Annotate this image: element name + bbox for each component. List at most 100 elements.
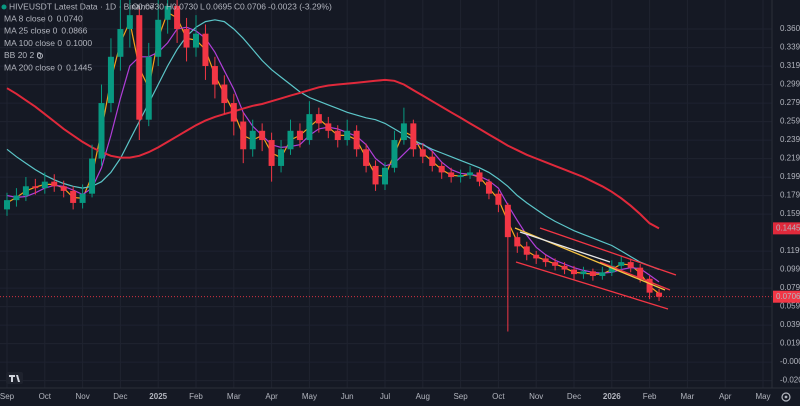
trendline bbox=[599, 261, 671, 291]
candle-body bbox=[145, 56, 152, 120]
x-tick-label: Jul bbox=[380, 392, 390, 401]
candle-body bbox=[60, 186, 67, 191]
y-tick-label: 0.0399 bbox=[780, 320, 800, 329]
candle-body bbox=[98, 103, 105, 159]
candle-body bbox=[438, 165, 445, 173]
x-tick-label: Sep bbox=[0, 392, 15, 401]
candle-body bbox=[315, 114, 322, 124]
y-tick-label: 0.3199 bbox=[780, 61, 800, 70]
tradingview-logo bbox=[6, 372, 23, 384]
y-tick-label: 0.1799 bbox=[780, 191, 800, 200]
candle-body bbox=[51, 181, 58, 187]
candles bbox=[4, 0, 663, 332]
candle-body bbox=[325, 123, 332, 131]
x-tick-label: Jun bbox=[341, 392, 354, 401]
settings-button[interactable] bbox=[781, 392, 791, 402]
y-tick-label: 0.2799 bbox=[780, 98, 800, 107]
candle-body bbox=[580, 271, 587, 275]
price-tag: 0.0706 bbox=[776, 292, 800, 301]
y-tick-label: 0.0199 bbox=[780, 339, 800, 348]
candle-body bbox=[523, 246, 530, 255]
change: -0.0023 (-3.29%) bbox=[268, 1, 332, 11]
candle-body bbox=[107, 56, 114, 104]
x-tick-label: 2025 bbox=[149, 392, 167, 401]
candle-body bbox=[504, 204, 511, 238]
header: HIVEUSDT Latest Data · 1D · Binance O 0.0… bbox=[1, 1, 332, 11]
x-tick-label: May bbox=[755, 392, 770, 401]
moving-averages bbox=[6, 11, 660, 295]
trendline bbox=[519, 231, 611, 263]
candle-body bbox=[457, 175, 464, 178]
candle-body bbox=[353, 130, 360, 150]
candle-body bbox=[656, 292, 663, 297]
candle-body bbox=[174, 5, 181, 30]
x-tick-label: Sep bbox=[453, 392, 468, 401]
symbol-title: HIVEUSDT Latest Data · 1D · Binance bbox=[9, 1, 155, 11]
status-dot bbox=[1, 4, 7, 10]
legend: MA 8 close 0 0.0740 MA 25 close 0 0.0866 MA … bbox=[4, 13, 92, 72]
candle-body bbox=[22, 186, 29, 196]
candle-body bbox=[32, 186, 39, 189]
x-tick-label: Apr bbox=[719, 392, 732, 401]
candle-body bbox=[278, 149, 285, 166]
ma-line bbox=[6, 26, 660, 283]
ma-line bbox=[6, 11, 660, 295]
legend-value: 0.1000 bbox=[66, 38, 92, 48]
candle-body bbox=[230, 103, 237, 122]
candle-body bbox=[391, 140, 398, 168]
candle-body bbox=[249, 130, 256, 150]
candle-body bbox=[41, 181, 48, 189]
ohlc-value: 0.0706 bbox=[240, 1, 266, 11]
candle-body bbox=[637, 267, 644, 279]
candle-body bbox=[164, 5, 171, 20]
x-tick-label: Oct bbox=[39, 392, 52, 401]
x-tick-label: Nov bbox=[75, 392, 89, 401]
candle-body bbox=[372, 165, 379, 185]
x-tick-label: Feb bbox=[189, 392, 203, 401]
y-tick-label: 0.2999 bbox=[780, 80, 800, 89]
candle-body bbox=[259, 130, 266, 141]
ohlc-key: H bbox=[166, 1, 172, 11]
candle-body bbox=[70, 190, 77, 203]
candle-body bbox=[79, 193, 86, 203]
y-tick-label: -0.0001 bbox=[780, 357, 800, 366]
candle-body bbox=[419, 149, 426, 157]
candle-body bbox=[240, 121, 247, 150]
x-tick-label: Aug bbox=[416, 392, 430, 401]
candle-body bbox=[193, 33, 199, 48]
legend-name: MA 8 close 0 bbox=[4, 13, 53, 23]
price-tag-bg bbox=[773, 290, 800, 303]
x-tick-label: May bbox=[302, 392, 317, 401]
x-tick-label: Nov bbox=[529, 392, 543, 401]
legend-hidden-indicator: BB 20 2 0 bbox=[4, 50, 42, 60]
y-tick-label: 0.0799 bbox=[780, 283, 800, 292]
ohlc-key: C bbox=[234, 1, 240, 11]
y-tick-label: 0.0999 bbox=[780, 265, 800, 274]
candle-body bbox=[646, 278, 653, 293]
candle-body bbox=[117, 29, 124, 57]
candle-body bbox=[334, 130, 341, 141]
candle-body bbox=[400, 123, 407, 141]
y-tick-label: 0.2599 bbox=[780, 117, 800, 126]
grid bbox=[0, 0, 772, 388]
candle-body bbox=[202, 33, 209, 67]
visibility-toggle[interactable] bbox=[37, 52, 43, 59]
x-tick-label: Dec bbox=[113, 392, 127, 401]
y-tick-label: 0.0599 bbox=[780, 302, 800, 311]
x-tick-label: Apr bbox=[265, 392, 278, 401]
candle-body bbox=[13, 195, 20, 201]
legend-value: 0.0866 bbox=[61, 26, 87, 36]
candle-body bbox=[126, 15, 133, 30]
candle-body bbox=[448, 172, 455, 178]
candle-body bbox=[476, 172, 483, 182]
x-tick-label: Feb bbox=[643, 392, 657, 401]
candle-body bbox=[589, 271, 596, 276]
candle-body bbox=[533, 254, 540, 259]
y-tick-label: 0.3399 bbox=[780, 43, 800, 52]
price-tag: 0.1445 bbox=[776, 223, 800, 232]
x-tick-label: Mar bbox=[227, 392, 241, 401]
candle-body bbox=[552, 262, 559, 266]
